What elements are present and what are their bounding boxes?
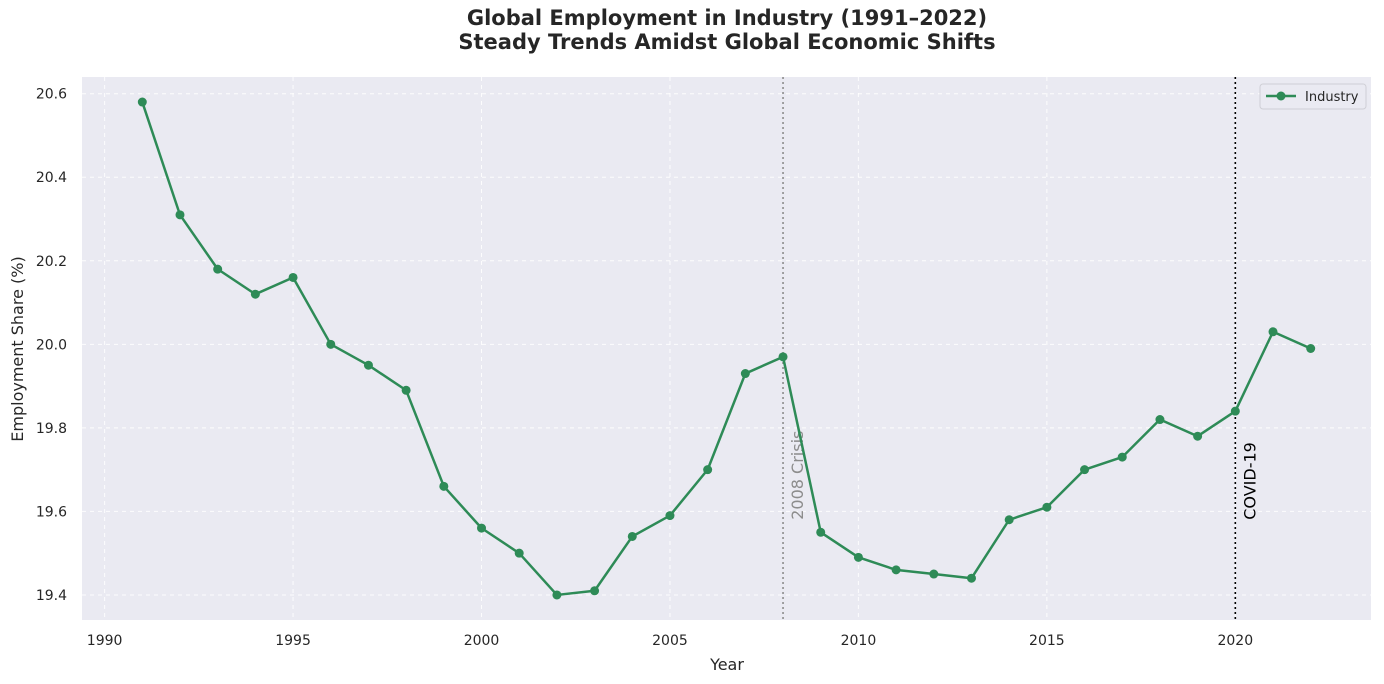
data-point (401, 385, 411, 395)
data-point (552, 590, 562, 600)
y-tick-label: 20.6 (36, 87, 67, 103)
data-point (1080, 465, 1090, 475)
data-point (1004, 515, 1014, 525)
plot-area (82, 77, 1371, 620)
data-point (288, 272, 298, 282)
annotation-label: COVID-19 (1240, 442, 1259, 520)
data-point (137, 97, 147, 107)
data-point (1193, 431, 1203, 441)
x-axis-label: Year (709, 655, 744, 674)
data-point (816, 527, 826, 537)
legend-marker-swatch (1276, 91, 1286, 101)
data-point (1117, 452, 1127, 462)
data-point (1155, 415, 1165, 425)
y-tick-label: 19.6 (36, 504, 67, 520)
data-point (250, 289, 260, 299)
x-tick-label: 2010 (841, 633, 877, 649)
legend-box (1259, 83, 1367, 110)
y-tick-label: 20.0 (36, 337, 67, 353)
series-line-industry (141, 101, 1312, 597)
data-point (439, 481, 449, 491)
x-tick-label: 2015 (1029, 633, 1065, 649)
data-point (929, 569, 939, 579)
chart-subtitle: Steady Trends Amidst Global Economic Shi… (458, 30, 995, 54)
data-point (326, 339, 336, 349)
x-axis-ticks: 1990 1995 2000 2005 2010 2015 2020 (87, 633, 1253, 649)
y-axis-ticks: 19.4 19.6 19.8 20.0 20.2 20.4 20.6 (36, 87, 67, 604)
chart-title: Global Employment in Industry (1991–2022… (467, 6, 987, 30)
x-tick-label: 2000 (464, 633, 500, 649)
series-layer (137, 97, 1316, 600)
data-point (1268, 327, 1278, 337)
y-tick-label: 19.4 (36, 588, 67, 604)
data-point (213, 264, 223, 274)
x-tick-label: 2020 (1217, 633, 1253, 649)
data-point (853, 552, 863, 562)
data-point (891, 565, 901, 575)
data-point (1042, 502, 1052, 512)
x-tick-label: 1990 (87, 633, 123, 649)
data-point (665, 511, 675, 521)
annotation-layer: 2008 Crisis COVID-19 (782, 77, 1259, 620)
y-tick-label: 20.2 (36, 254, 67, 270)
y-tick-label: 19.8 (36, 421, 67, 437)
data-point (778, 352, 788, 362)
data-point (1230, 406, 1240, 416)
legend: Industry (1259, 83, 1367, 110)
data-point (1306, 344, 1316, 353)
data-point (590, 586, 600, 596)
annotation-label: 2008 Crisis (788, 431, 807, 520)
data-point (477, 523, 487, 533)
y-tick-label: 20.4 (36, 170, 67, 186)
data-point (175, 210, 185, 220)
x-tick-label: 2005 (652, 633, 688, 649)
data-point (514, 548, 524, 558)
data-point (740, 369, 750, 379)
data-point (703, 465, 713, 475)
y-axis-label: Employment Share (%) (8, 256, 27, 441)
data-point (363, 360, 373, 370)
legend-label-industry: Industry (1305, 90, 1359, 105)
data-point (627, 531, 637, 541)
data-point (966, 573, 976, 583)
x-tick-label: 1995 (275, 633, 311, 649)
